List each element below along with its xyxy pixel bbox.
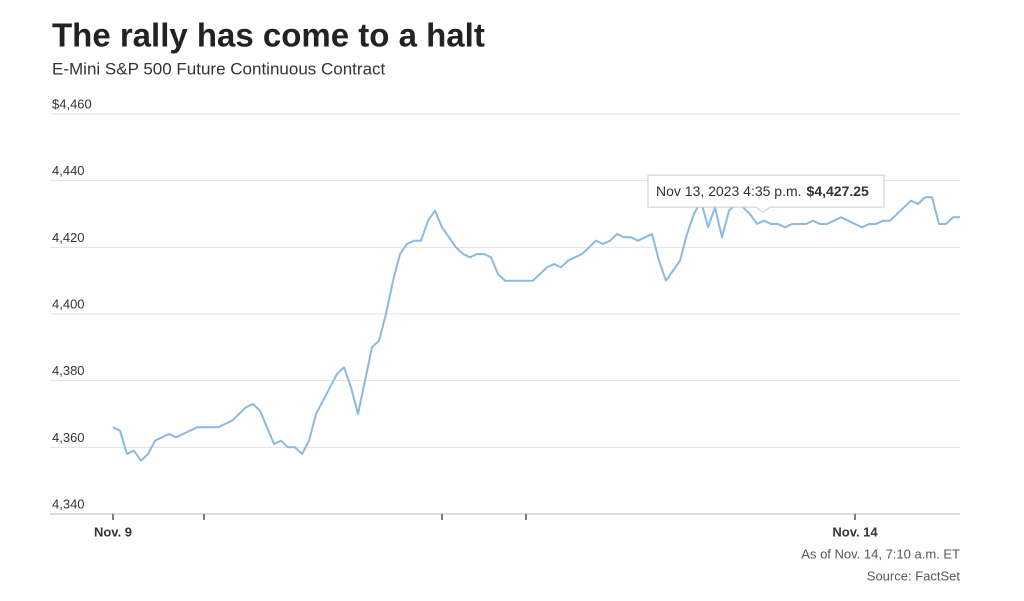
chart-title: The rally has come to a halt — [52, 17, 485, 54]
tooltip-date: Nov 13, 2023 4:35 p.m. — [656, 183, 802, 199]
y-tick-label: 4,420 — [52, 230, 85, 245]
y-tick-label: 4,360 — [52, 430, 85, 445]
y-tick-label: 4,400 — [52, 296, 85, 311]
tooltip: Nov 13, 2023 4:35 p.m. $4,427.25 — [647, 174, 885, 213]
footnote: As of Nov. 14, 7:10 a.m. ET — [801, 546, 960, 561]
y-tick-label: 4,340 — [52, 496, 85, 511]
y-tick-label: $4,460 — [52, 96, 92, 111]
y-tick-label: 4,440 — [52, 163, 85, 178]
source: Source: FactSet — [867, 568, 961, 583]
x-tick-label: Nov. 14 — [832, 524, 878, 539]
tooltip-box — [647, 174, 885, 213]
chart-subtitle: E-Mini S&P 500 Future Continuous Contrac… — [52, 59, 386, 78]
price-line — [112, 196, 960, 462]
y-tick-label: 4,380 — [52, 363, 85, 378]
tooltip-value: $4,427.25 — [807, 183, 869, 199]
tooltip-text: Nov 13, 2023 4:35 p.m. $4,427.25 — [656, 183, 869, 199]
x-tick-label: Nov. 9 — [94, 524, 132, 539]
